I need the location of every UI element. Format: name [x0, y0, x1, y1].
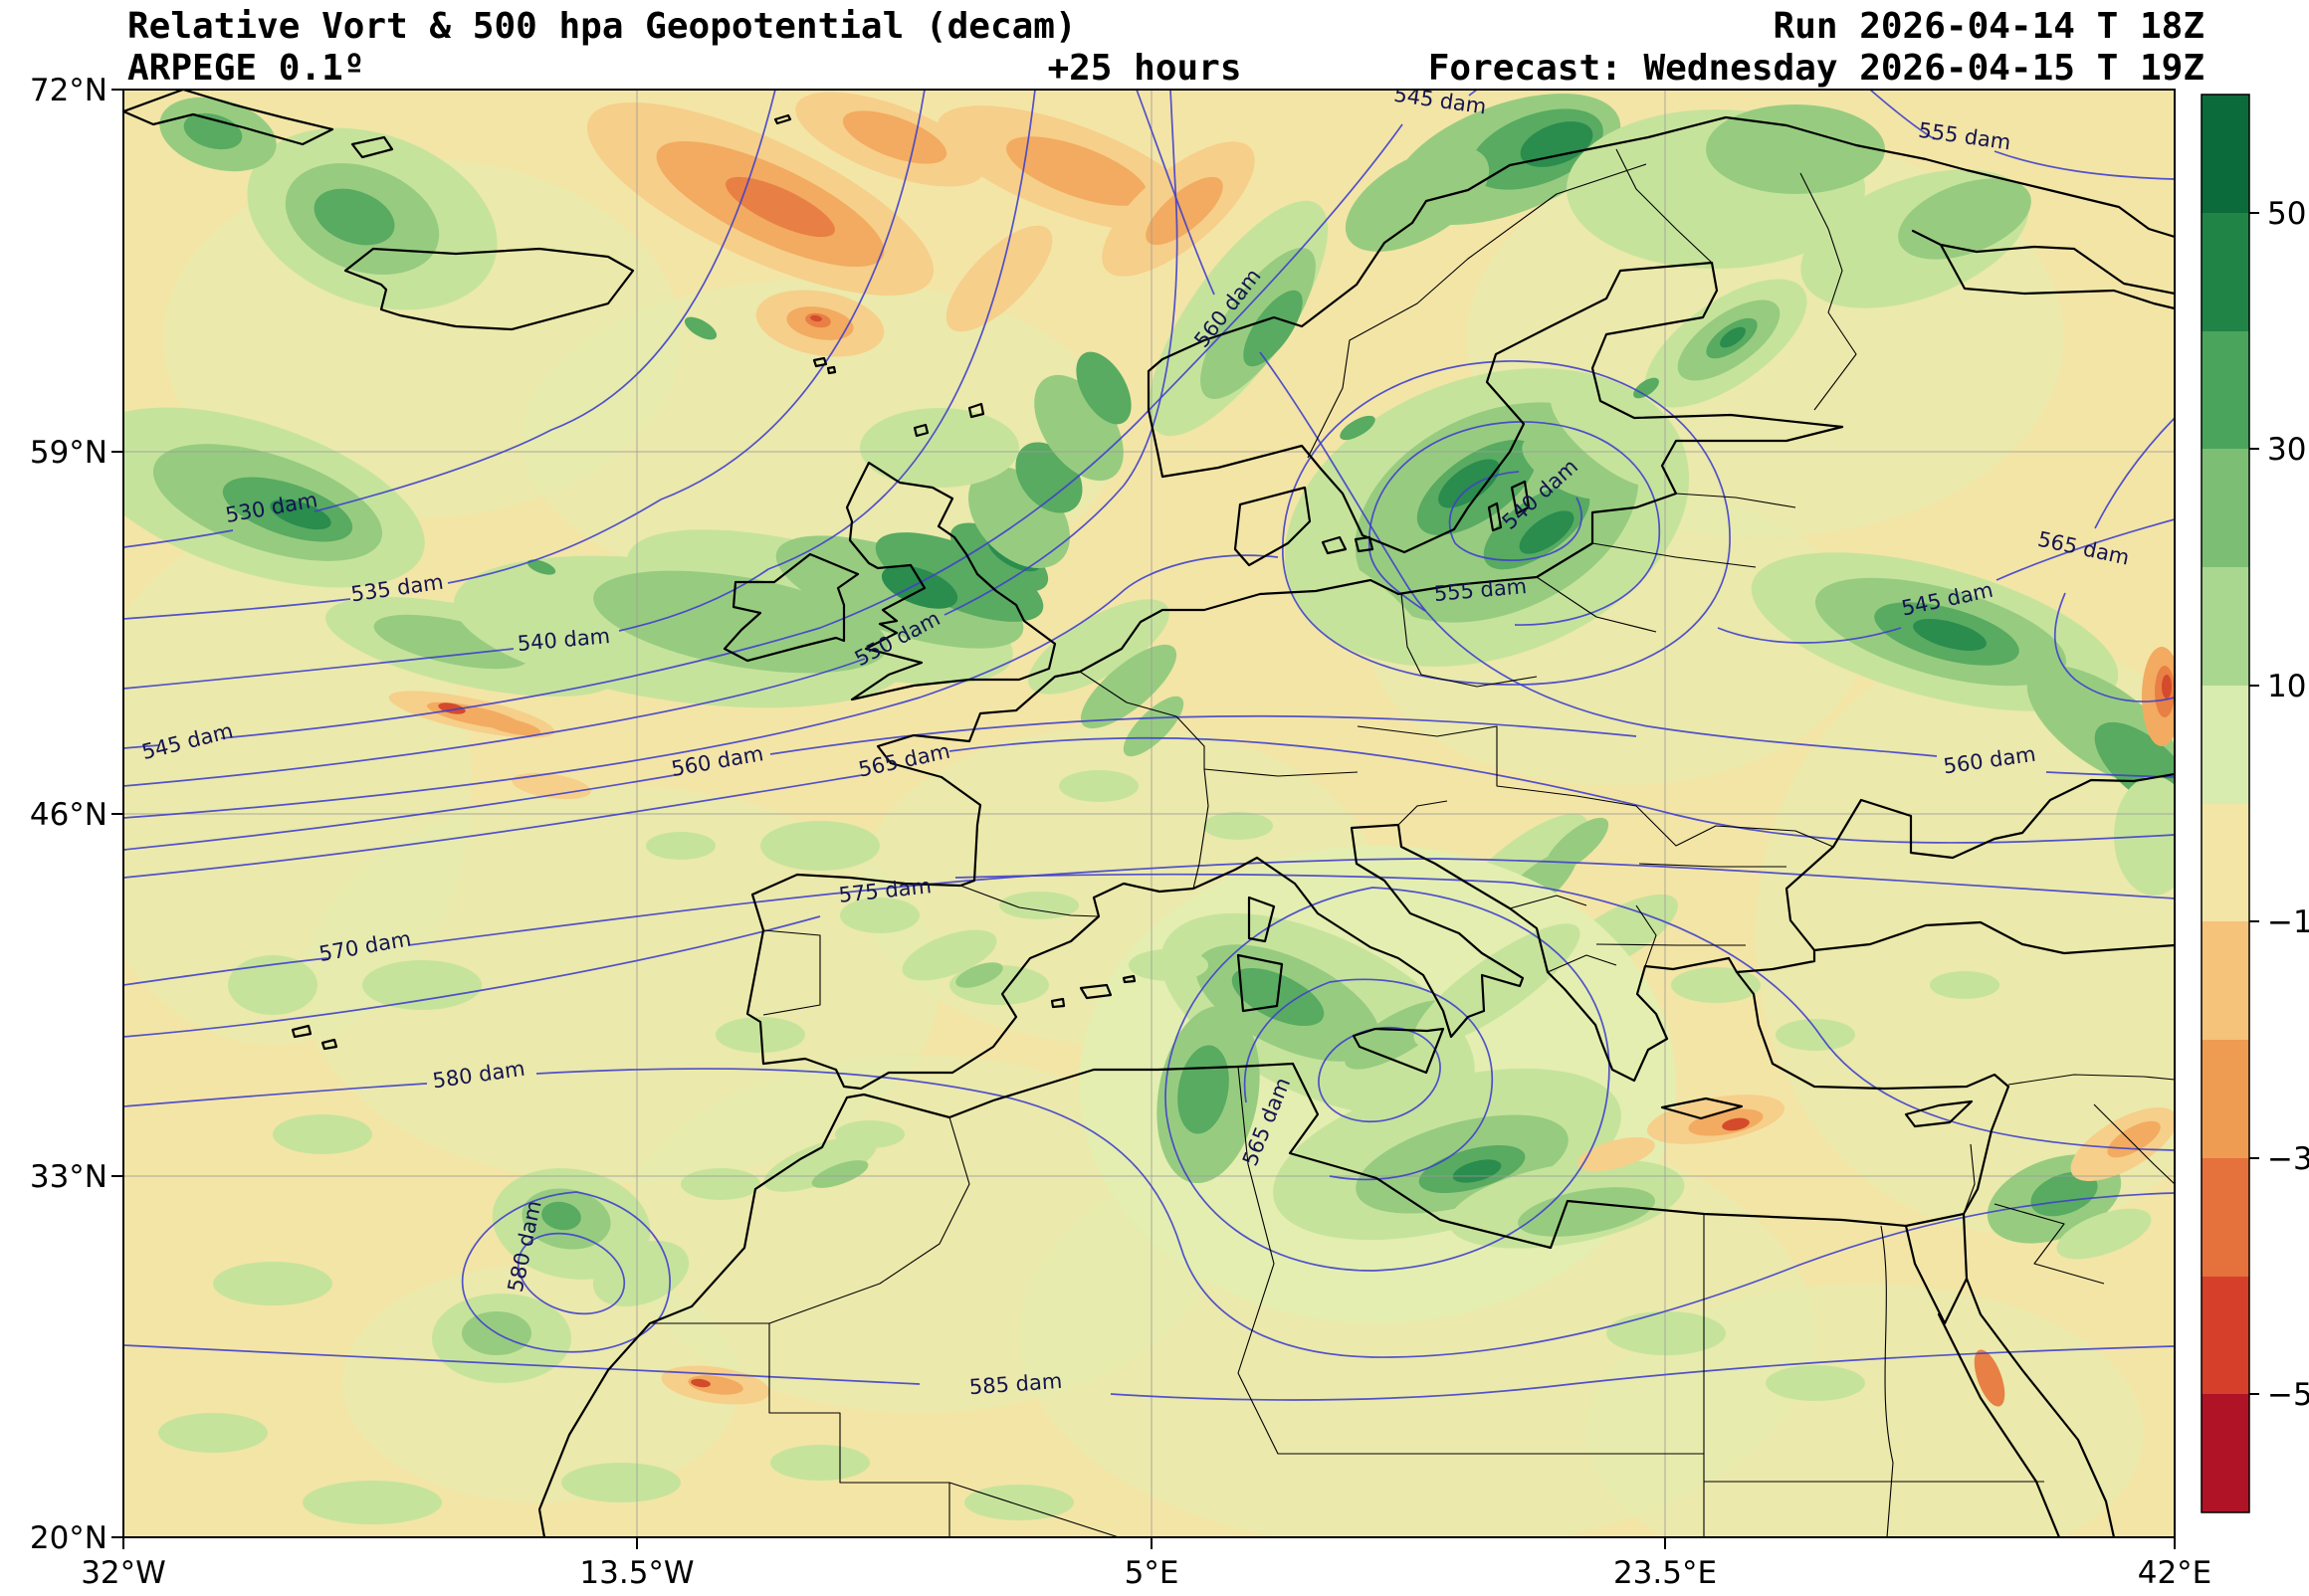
y-tick-label: 46°N	[30, 797, 107, 833]
run-label: Run 2026-04-14 T 18Z	[1774, 6, 2204, 47]
colorbar: 50 30 10 −10 −30 −50	[2201, 94, 2309, 1513]
x-tick-label: 23.5°E	[1613, 1555, 1717, 1591]
colorbar-labels: 50 30 10 −10 −30 −50	[2267, 196, 2309, 1413]
geopotential-contours	[123, 90, 2175, 1401]
colorbar-tick-label: 50	[2267, 196, 2306, 232]
plot-frame: 72°N 59°N 46°N 33°N 20°N 32°W 13.5°W 5°E…	[30, 73, 2211, 1591]
colorbar-tick-label: −50	[2267, 1377, 2309, 1413]
graticule	[123, 90, 2175, 1537]
axis-ticks	[111, 89, 2176, 1549]
x-tick-label: 13.5°W	[579, 1555, 694, 1591]
y-tick-label: 33°N	[30, 1159, 107, 1195]
map-canvas: 545 dam 555 dam 560 dam 530 dam 535 dam …	[123, 90, 2175, 1537]
lead-time-label: +25 hours	[1047, 48, 1241, 89]
vorticity-shaded-field	[123, 92, 2175, 1537]
coastlines	[123, 90, 2175, 1537]
model-label: ARPEGE 0.1º	[127, 48, 364, 89]
x-tick-label: 42°E	[2138, 1555, 2212, 1591]
y-axis-labels: 72°N 59°N 46°N 33°N 20°N	[30, 73, 107, 1556]
forecast-label: Forecast: Wednesday 2026-04-15 T 19Z	[1428, 48, 2204, 89]
figure-header: Relative Vort & 500 hpa Geopotential (de…	[127, 6, 2204, 89]
country-borders	[650, 148, 2175, 1537]
chart-title: Relative Vort & 500 hpa Geopotential (de…	[127, 6, 1077, 47]
x-axis-labels: 32°W 13.5°W 5°E 23.5°E 42°E	[81, 1555, 2211, 1591]
colorbar-frame	[2201, 94, 2250, 1513]
colorbar-tick-label: 10	[2267, 669, 2306, 704]
y-tick-label: 20°N	[30, 1520, 107, 1556]
colorbar-tick-label: −10	[2267, 904, 2309, 940]
x-tick-label: 5°E	[1125, 1555, 1179, 1591]
colorbar-tick-label: 30	[2267, 432, 2306, 468]
x-tick-label: 32°W	[81, 1555, 166, 1591]
colorbar-tick-label: −30	[2267, 1141, 2309, 1177]
y-tick-label: 59°N	[30, 435, 107, 471]
y-tick-label: 72°N	[30, 73, 107, 108]
colorbar-ticks	[2249, 212, 2259, 1395]
